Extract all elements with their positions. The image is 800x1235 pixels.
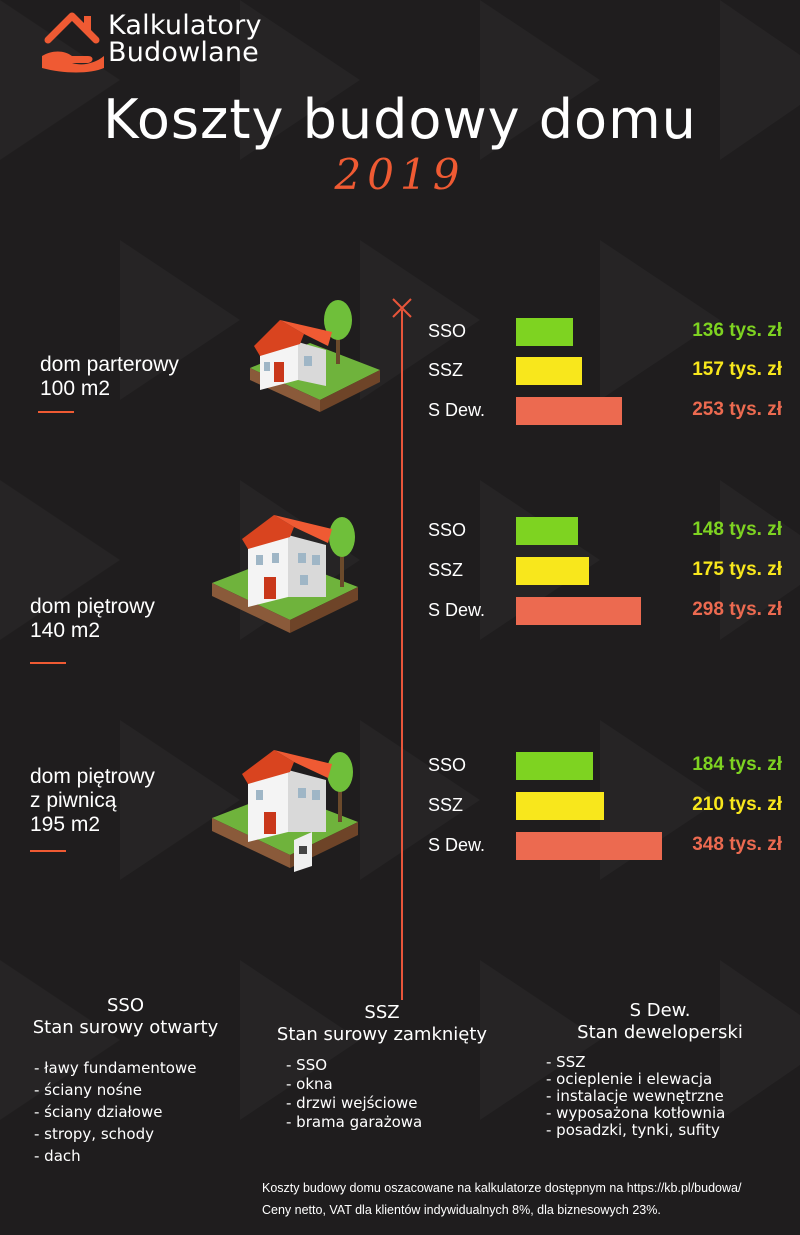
list-item: - SSZ — [546, 1053, 586, 1071]
list-item: - stropy, schody — [34, 1125, 154, 1143]
house-label-1: dom parterowy 100 m2 — [40, 353, 179, 401]
list-item: - dach — [34, 1147, 81, 1165]
category-label-sdew: S Dew. — [428, 400, 486, 420]
bar-sso-house-3 — [516, 752, 593, 780]
house-1-name: dom parterowy — [40, 353, 179, 376]
value-label-sdew-house-3: 348 tys. zł — [692, 834, 782, 855]
two-storey-house-icon — [212, 515, 358, 633]
value-label-ssz-house-3: 210 tys. zł — [692, 794, 782, 815]
bar-ssz-house-2 — [516, 557, 589, 585]
bar-sdew-house-2 — [516, 597, 641, 625]
list-item: - SSO — [286, 1056, 328, 1074]
legend-sdew-list: - SSZ - ocieplenie i elewacja - instalac… — [540, 1054, 780, 1139]
list-item: - wyposażona kotłownia — [546, 1104, 726, 1122]
list-item: - okna — [286, 1075, 333, 1093]
bungalow-house-icon — [250, 300, 380, 412]
category-label-ssz: SSZ — [428, 360, 464, 380]
bar-ssz-house-1 — [516, 357, 582, 385]
legend-sdew: S Dew. Stan deweloperski - SSZ - ocieple… — [540, 1000, 780, 1139]
value-label-sso-house-2: 148 tys. zł — [692, 519, 782, 540]
brand-line-1: Kalkulatory — [108, 10, 262, 41]
house-2-name: dom piętrowy — [30, 595, 155, 618]
legend-sso: SSO Stan surowy otwarty - ławy fundament… — [18, 995, 233, 1167]
category-label-ssz: SSZ — [428, 560, 464, 580]
value-label-sdew-house-1: 253 tys. zł — [692, 399, 782, 420]
logo-house-hand-icon — [42, 12, 104, 73]
category-label-sdew: S Dew. — [428, 835, 486, 855]
value-label-sso-house-1: 136 tys. zł — [692, 320, 782, 341]
legend-sso-name: Stan surowy otwarty — [32, 1017, 219, 1038]
legend-sso-abbr: SSO — [106, 995, 145, 1016]
bar-sdew-house-3 — [516, 832, 662, 860]
house-with-basement-icon — [212, 750, 358, 872]
list-item: - posadzki, tynki, sufity — [546, 1121, 720, 1139]
year-label: 2019 — [334, 150, 466, 199]
house-3-basement: z piwnicą — [30, 789, 117, 812]
list-item: - ściany działowe — [34, 1103, 163, 1121]
category-label-sso: SSO — [428, 321, 467, 341]
axis-cross-icon — [392, 298, 412, 318]
list-item: - instalacje wewnętrzne — [546, 1087, 724, 1105]
bar-sso-house-2 — [516, 517, 578, 545]
house-label-2: dom piętrowy 140 m2 — [30, 595, 155, 643]
page-title: Koszty budowy domu — [103, 88, 697, 151]
list-item: - drzwi wejściowe — [286, 1094, 418, 1112]
house-3-underline — [30, 850, 66, 852]
legend-sso-list: - ławy fundamentowe - ściany nośne - ści… — [18, 1057, 233, 1167]
value-label-ssz-house-2: 175 tys. zł — [692, 559, 782, 580]
house-3-area: 195 m2 — [30, 813, 101, 836]
house-2-underline — [30, 662, 66, 664]
category-label-sso: SSO — [428, 755, 467, 775]
legend-ssz-list: - SSO - okna - drzwi wejściowe - brama g… — [262, 1056, 502, 1132]
value-label-sso-house-3: 184 tys. zł — [692, 754, 782, 775]
value-label-sdew-house-2: 298 tys. zł — [692, 599, 782, 620]
house-1-underline — [38, 411, 74, 413]
bar-sdew-house-1 — [516, 397, 622, 425]
house-label-3: dom piętrowy z piwnicą 195 m2 — [30, 765, 155, 837]
legend-sdew-abbr: S Dew. — [629, 1000, 691, 1021]
house-1-area: 100 m2 — [40, 377, 111, 400]
list-item: - ściany nośne — [34, 1081, 142, 1099]
brand-line-2: Budowlane — [108, 37, 259, 68]
house-3-name: dom piętrowy — [30, 765, 155, 788]
category-label-sso: SSO — [428, 520, 467, 540]
legend-ssz: SSZ Stan surowy zamknięty - SSO - okna -… — [262, 1002, 502, 1132]
list-item: - ocieplenie i elewacja — [546, 1070, 713, 1088]
footer-source-note: Koszty budowy domu oszacowane na kalkula… — [262, 1181, 742, 1195]
list-item: - brama garażowa — [286, 1113, 423, 1131]
timeline-axis — [401, 310, 403, 1000]
footer-vat-note: Ceny netto, VAT dla klientów indywidualn… — [262, 1203, 661, 1217]
legend-ssz-name: Stan surowy zamknięty — [276, 1024, 488, 1045]
category-label-ssz: SSZ — [428, 795, 464, 815]
bar-sso-house-1 — [516, 318, 573, 346]
list-item: - ławy fundamentowe — [34, 1059, 197, 1077]
category-label-sdew: S Dew. — [428, 600, 486, 620]
house-2-area: 140 m2 — [30, 619, 101, 642]
bar-ssz-house-3 — [516, 792, 604, 820]
brand-name: Kalkulatory Budowlane — [108, 12, 262, 66]
legend-ssz-abbr: SSZ — [364, 1002, 400, 1023]
value-label-ssz-house-1: 157 tys. zł — [692, 359, 782, 380]
legend-sdew-name: Stan deweloperski — [577, 1022, 743, 1043]
